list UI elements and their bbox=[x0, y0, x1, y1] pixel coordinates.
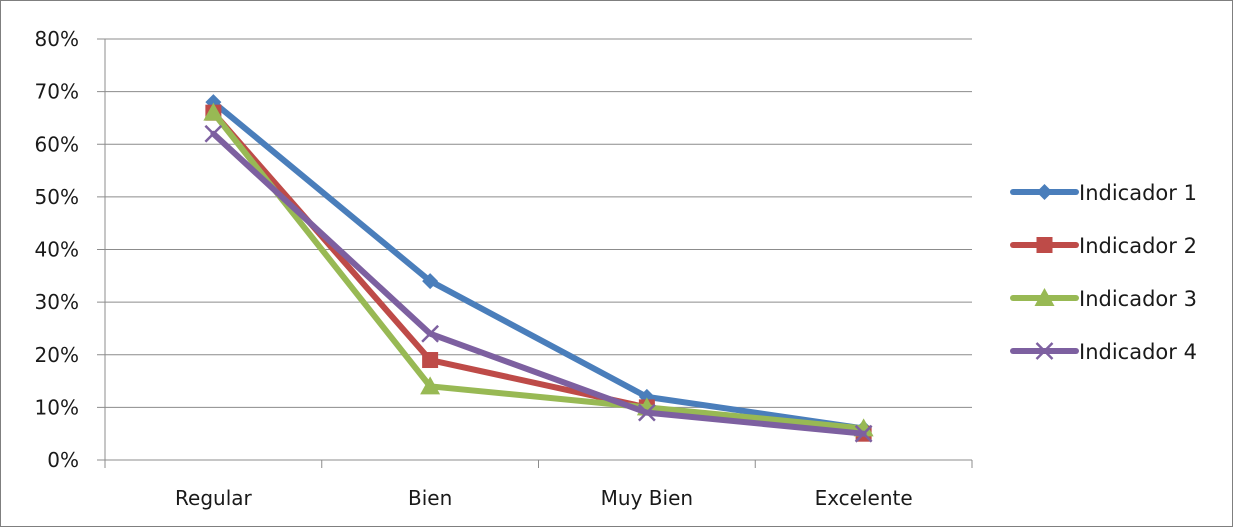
data-point bbox=[420, 376, 441, 395]
series-4 bbox=[204, 124, 873, 443]
series-line bbox=[210, 99, 867, 432]
data-point bbox=[422, 273, 439, 290]
y-tick-label: 70% bbox=[35, 80, 79, 104]
legend-marker bbox=[1036, 184, 1053, 200]
legend-label: Indicador 3 bbox=[1079, 287, 1197, 311]
data-point bbox=[203, 102, 224, 121]
y-tick-label: 10% bbox=[35, 395, 79, 419]
legend: Indicador 1 Indicador 2 Indicador 3 Indicad… bbox=[1010, 181, 1197, 364]
legend-item: Indicador 1 bbox=[1010, 181, 1197, 205]
legend-label: Indicador 1 bbox=[1079, 181, 1197, 205]
legend-label: Indicador 2 bbox=[1079, 234, 1197, 258]
legend-label: Indicador 4 bbox=[1079, 340, 1197, 364]
legend-item: Indicador 4 bbox=[1010, 340, 1197, 364]
data-point bbox=[422, 352, 439, 369]
series-lines bbox=[203, 94, 874, 443]
axes bbox=[97, 38, 973, 468]
legend-marker bbox=[1036, 237, 1053, 253]
x-tick-label: Regular bbox=[175, 486, 252, 510]
y-tick-label: 60% bbox=[35, 132, 79, 156]
y-tick-label: 20% bbox=[35, 343, 79, 367]
data-point bbox=[637, 403, 656, 422]
y-tick-label: 0% bbox=[47, 448, 79, 472]
series-line bbox=[210, 109, 867, 432]
y-axis-tick-labels: 0% 10% 20% 30% 40% 50% 60% 70% 80% bbox=[35, 27, 79, 472]
x-marker-stroke bbox=[421, 324, 440, 343]
x-tick-label: Excelente bbox=[815, 486, 913, 510]
x-marker-stroke bbox=[637, 403, 656, 422]
x-tick-label: Bien bbox=[408, 486, 452, 510]
data-point bbox=[204, 124, 223, 143]
legend-marker bbox=[1034, 288, 1055, 306]
x-tick-label: Muy Bien bbox=[601, 486, 693, 510]
x-marker-stroke bbox=[1035, 342, 1054, 360]
y-tick-label: 30% bbox=[35, 290, 79, 314]
legend-item: Indicador 3 bbox=[1010, 287, 1197, 311]
series-line bbox=[210, 130, 867, 437]
series-line bbox=[210, 109, 867, 437]
x-axis-tick-labels: Regular Bien Muy Bien Excelente bbox=[175, 486, 913, 510]
y-tick-label: 40% bbox=[35, 238, 79, 262]
data-point bbox=[421, 324, 440, 343]
legend-item: Indicador 2 bbox=[1010, 234, 1197, 258]
series-2 bbox=[205, 104, 872, 442]
x-marker-stroke bbox=[204, 124, 223, 143]
gridlines bbox=[105, 38, 972, 408]
data-point bbox=[854, 424, 873, 443]
x-marker-stroke bbox=[854, 424, 873, 443]
y-tick-label: 50% bbox=[35, 185, 79, 209]
y-tick-label: 80% bbox=[35, 27, 79, 51]
legend-marker bbox=[1035, 342, 1054, 360]
